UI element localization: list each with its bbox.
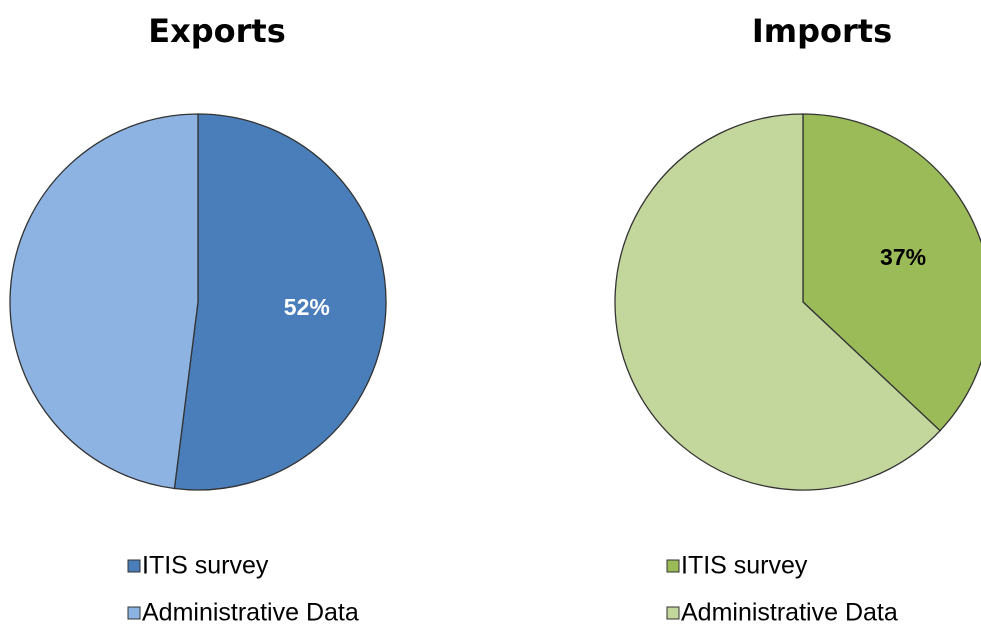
legend-label: Administrative Data	[142, 599, 359, 627]
legend-swatch	[666, 559, 680, 573]
legend-label: ITIS survey	[142, 552, 269, 580]
chart-title: Imports	[752, 12, 892, 50]
pie-slice	[614, 113, 941, 491]
pie-slice	[173, 113, 387, 491]
data-label: 52%	[284, 294, 330, 320]
pie-slice	[802, 113, 981, 432]
legend-swatch	[666, 606, 680, 620]
chart-title: Exports	[148, 12, 286, 50]
legend-label: ITIS survey	[681, 552, 808, 580]
data-label: 37%	[880, 244, 926, 270]
legend-swatch	[127, 606, 141, 620]
legend-swatch	[127, 559, 141, 573]
pie-slice	[9, 113, 199, 490]
legend-label: Administrative Data	[681, 599, 898, 627]
